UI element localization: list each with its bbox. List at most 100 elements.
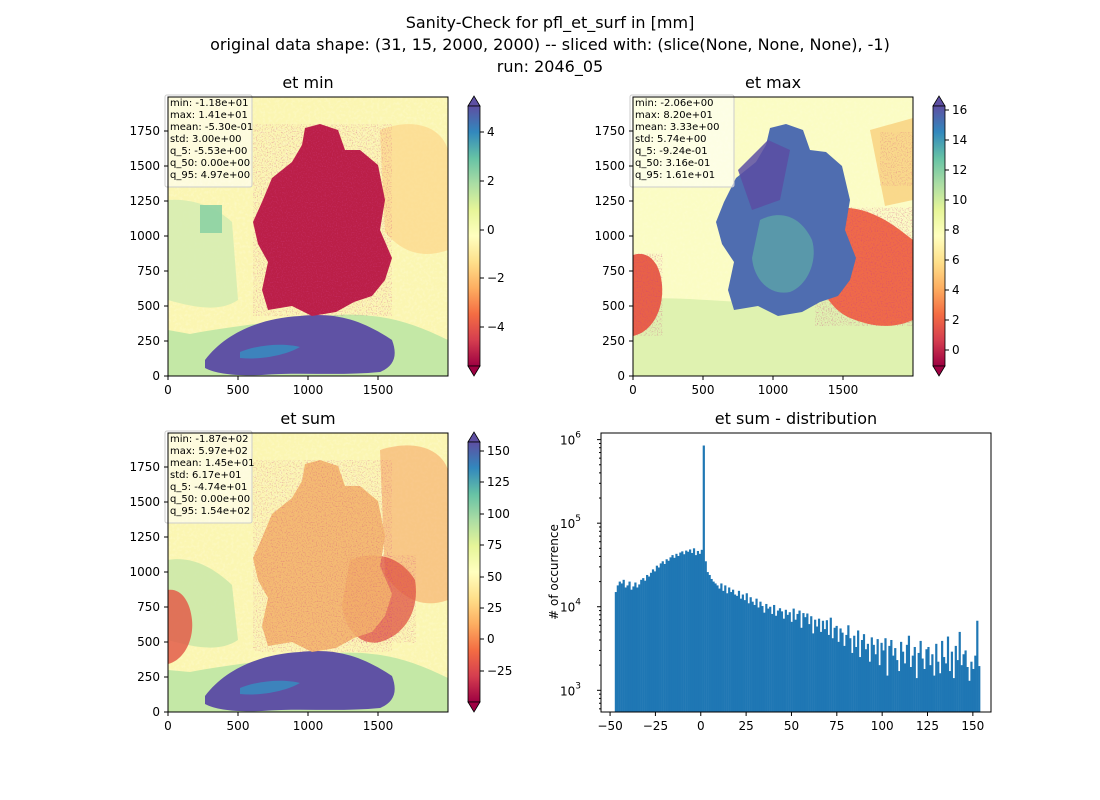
histogram-bar bbox=[935, 643, 938, 712]
histogram-bar bbox=[626, 585, 629, 712]
histogram-axes-frame bbox=[600, 432, 992, 713]
x-tick-label: 0 bbox=[164, 719, 172, 733]
histogram-bar bbox=[812, 633, 815, 712]
histogram-bar bbox=[726, 593, 729, 712]
histogram-bar bbox=[690, 552, 694, 712]
histogram-bar bbox=[851, 652, 854, 712]
x-tick-label: 1500 bbox=[363, 719, 394, 733]
histogram-bar bbox=[956, 660, 959, 712]
y-tick-label: 0 bbox=[617, 369, 625, 383]
histogram-y-label: # of occurrence bbox=[547, 524, 561, 620]
x-tick-label: 75 bbox=[829, 719, 844, 733]
stats-box: min: -1.87e+02 max: 5.97e+02 mean: 1.45e… bbox=[164, 430, 254, 524]
histogram-bar bbox=[814, 619, 817, 712]
y-tick-label: 1250 bbox=[129, 530, 160, 544]
histogram-bar bbox=[944, 663, 948, 712]
histogram-bar bbox=[966, 667, 969, 712]
colorbar-tick-label: 2 bbox=[487, 174, 495, 188]
histogram-bar bbox=[849, 638, 852, 712]
colorbar-tick-label: 16 bbox=[952, 103, 967, 117]
histogram-bar bbox=[962, 654, 965, 712]
histogram-bar bbox=[978, 666, 981, 712]
stat-min: min: -1.87e+02 bbox=[170, 434, 249, 445]
histogram-bar bbox=[943, 657, 946, 712]
histogram-bar bbox=[898, 671, 901, 712]
stat-std: std: 6.17e+01 bbox=[170, 470, 242, 481]
histogram-bar bbox=[888, 645, 891, 712]
colorbar-tick-label: 150 bbox=[487, 444, 510, 458]
histogram-bar bbox=[743, 600, 746, 712]
stat-std: std: 5.74e+00 bbox=[635, 134, 707, 145]
histogram-bar bbox=[788, 612, 791, 712]
colorbar-tick-label: 4 bbox=[952, 283, 960, 297]
x-tick-label: 1000 bbox=[758, 383, 789, 397]
y-tick-label: 500 bbox=[137, 299, 160, 313]
histogram-bar bbox=[642, 578, 645, 712]
y-tick-label: 750 bbox=[602, 264, 625, 278]
histogram-bar bbox=[868, 661, 871, 712]
histogram-bar bbox=[624, 587, 627, 712]
figure-subtitle: original data shape: (31, 15, 2000, 2000… bbox=[210, 35, 890, 54]
histogram-bar bbox=[632, 586, 635, 712]
histogram-bar bbox=[712, 581, 715, 712]
histogram-bar bbox=[739, 598, 743, 712]
histogram-bar bbox=[894, 648, 897, 712]
figure-run-label: run: 2046_05 bbox=[496, 57, 604, 76]
histogram-bar bbox=[640, 579, 643, 712]
x-tick-label: 1000 bbox=[293, 719, 324, 733]
y-tick-label: 1000 bbox=[594, 229, 625, 243]
histogram-bar bbox=[974, 655, 977, 712]
y-tick-label: 250 bbox=[602, 334, 625, 348]
histogram-bar bbox=[952, 678, 955, 712]
histogram-bar bbox=[728, 587, 731, 712]
histogram-bar bbox=[722, 590, 725, 712]
histogram-bar bbox=[702, 445, 705, 712]
histogram-bar bbox=[862, 634, 866, 712]
colorbar-tick-label: 10 bbox=[952, 193, 967, 207]
histogram-bar bbox=[651, 569, 655, 712]
histogram-bar bbox=[816, 626, 819, 712]
x-tick-label: 50 bbox=[784, 719, 799, 733]
histogram-bar bbox=[931, 654, 934, 712]
histogram-bar bbox=[800, 627, 803, 712]
histogram-bar bbox=[757, 607, 760, 712]
histogram-y-axis: 103 104 105 106 bbox=[560, 431, 601, 710]
histogram-bar bbox=[937, 661, 940, 712]
histogram-bar bbox=[677, 555, 680, 712]
y-tick-label: 1000 bbox=[129, 565, 160, 579]
histogram-bar bbox=[870, 637, 873, 712]
histogram-bar bbox=[659, 563, 662, 712]
y-tick-label: 750 bbox=[137, 600, 160, 614]
histogram-bar bbox=[874, 654, 877, 712]
histogram-bar bbox=[675, 553, 678, 712]
y-tick-label: 103 bbox=[560, 681, 581, 698]
histogram-bars bbox=[614, 445, 981, 712]
colorbar-tick-label: −25 bbox=[487, 664, 512, 678]
y-tick-label: 0 bbox=[152, 705, 160, 719]
histogram-bar bbox=[900, 641, 903, 712]
stat-max: max: 8.20e+01 bbox=[635, 110, 713, 121]
colorbar-tick-label: 75 bbox=[487, 538, 502, 552]
panel-et-sum-distribution: et sum - distribution # of occurrence −5… bbox=[547, 409, 992, 733]
x-tick-label: 125 bbox=[916, 719, 939, 733]
x-tick-label: 100 bbox=[871, 719, 894, 733]
histogram-bar bbox=[755, 598, 758, 712]
histogram-bar bbox=[821, 620, 825, 712]
histogram-bar bbox=[751, 601, 754, 712]
stats-box: min: -1.18e+01 max: 1.41e+01 mean: -5.30… bbox=[164, 94, 253, 188]
histogram-bar bbox=[792, 608, 795, 712]
y-tick-label: 1250 bbox=[594, 194, 625, 208]
histogram-bar bbox=[773, 604, 776, 712]
x-tick-label: 1000 bbox=[293, 383, 324, 397]
histogram-x-axis: −50 −25 0 25 50 75 100 125 150 bbox=[597, 712, 984, 733]
histogram-bar bbox=[790, 621, 793, 712]
y-tick-label: 1000 bbox=[129, 229, 160, 243]
histogram-bar bbox=[733, 594, 737, 712]
histogram-bar bbox=[776, 610, 780, 712]
histogram-bar bbox=[683, 554, 686, 712]
histogram-bar bbox=[782, 618, 785, 712]
histogram-bar bbox=[886, 675, 889, 712]
histogram-bar bbox=[737, 590, 741, 712]
histogram-bar bbox=[880, 642, 883, 712]
